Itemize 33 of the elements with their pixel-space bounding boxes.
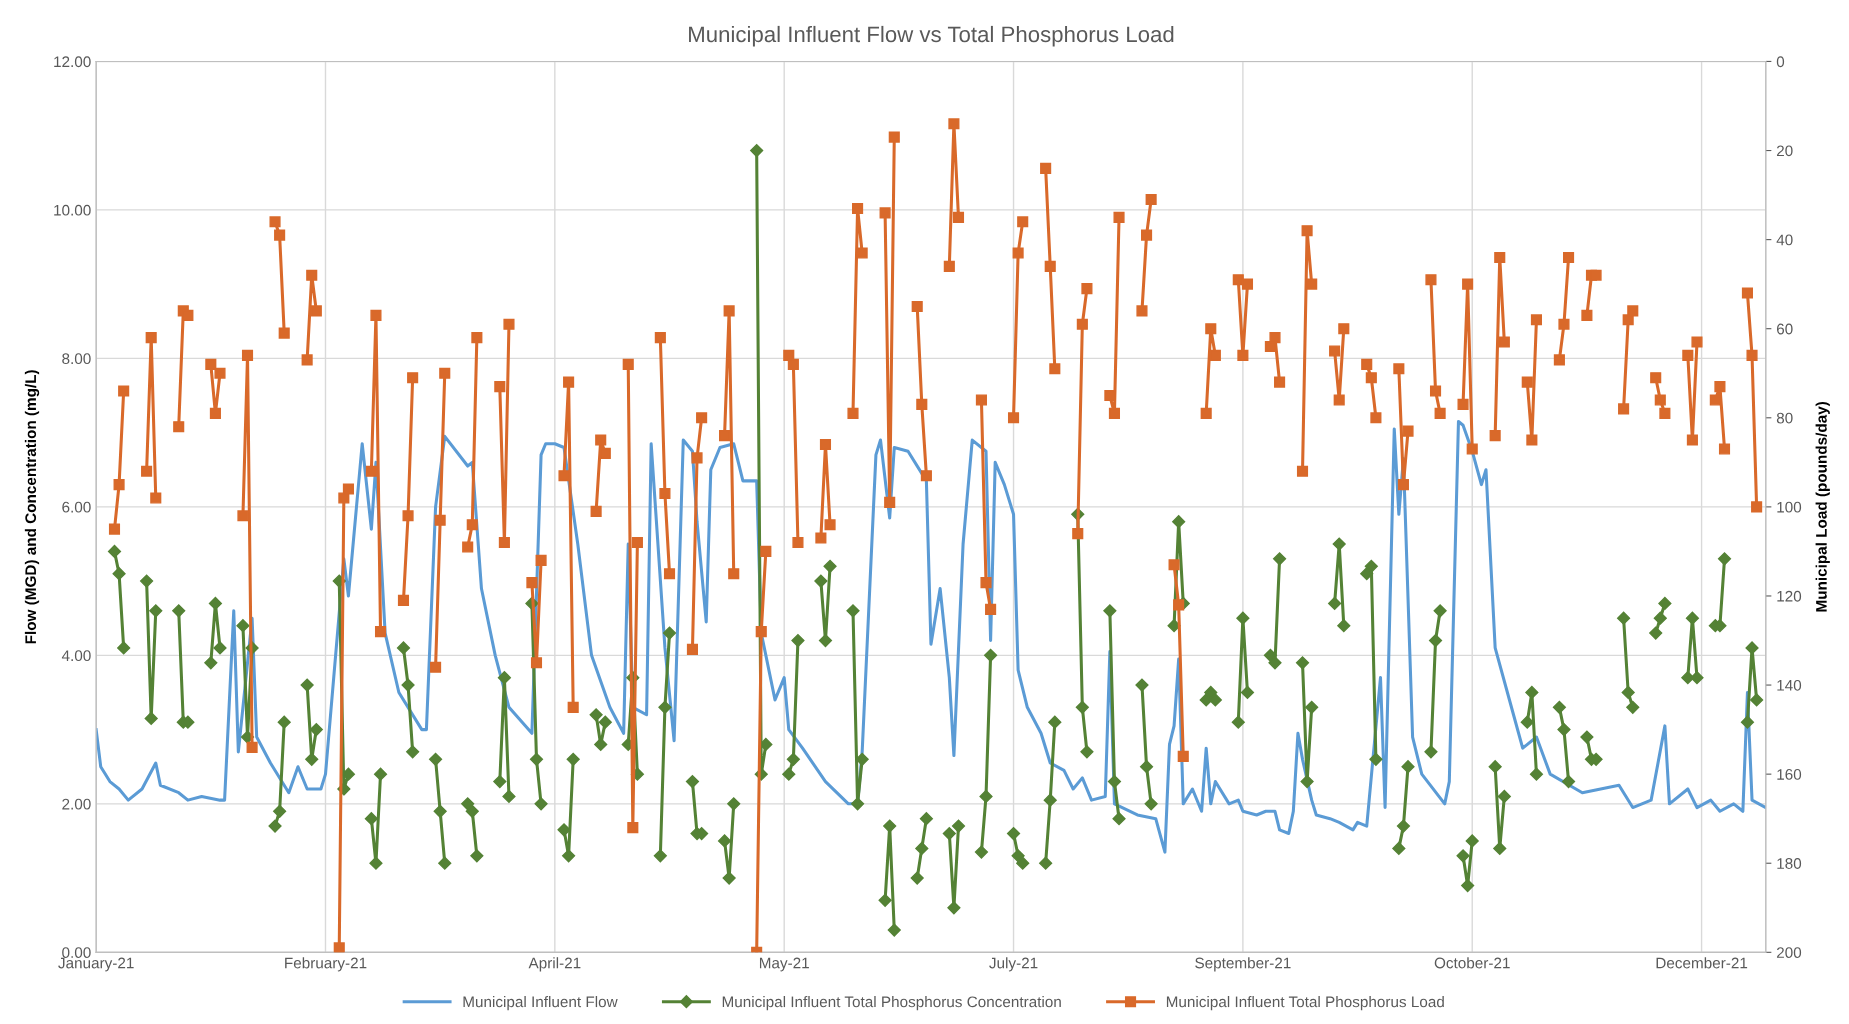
y2-tick-label: 40 xyxy=(1776,234,1793,246)
y2-tick-label: 120 xyxy=(1777,590,1802,602)
x-tick-label: May-21 xyxy=(759,957,809,972)
x-tick-label: September-21 xyxy=(1195,957,1291,972)
legend-label: Municipal Influent Total Phosphorus Load xyxy=(1166,996,1444,1011)
y2-tick-label: 60 xyxy=(1776,323,1793,335)
y2-axis-title: Municipal Load (pounds/day) xyxy=(1815,401,1830,612)
y2-tick-label: 160 xyxy=(1777,769,1802,780)
x-tick-label: October-21 xyxy=(1434,957,1510,969)
y2-tick-label: 80 xyxy=(1776,412,1793,424)
x-tick-label: July-21 xyxy=(989,957,1038,972)
y-tick-label: 12.00 xyxy=(54,56,91,68)
y-tick-label: 10.00 xyxy=(54,204,91,216)
x-tick-label: February-21 xyxy=(285,957,367,972)
y-tick-label: 8.00 xyxy=(62,353,91,365)
x-tick-label: April-21 xyxy=(528,957,581,972)
y2-tick-label: 180 xyxy=(1777,858,1802,869)
x-tick-label: January-21 xyxy=(58,957,134,972)
x-tick-label: December-21 xyxy=(1656,957,1748,969)
y2-tick-label: 100 xyxy=(1777,501,1802,513)
y-tick-label: 0.00 xyxy=(62,947,91,959)
y2-tick-label: 0 xyxy=(1776,56,1785,68)
y-axis-title: Flow (MGD) and Concentration (mg/L) xyxy=(24,370,40,644)
y-tick-label: 2.00 xyxy=(62,798,91,810)
y-tick-label: 6.00 xyxy=(62,501,91,513)
y2-tick-label: 20 xyxy=(1776,145,1793,157)
y2-tick-label: 140 xyxy=(1777,679,1802,691)
legend-label: Municipal Influent Flow xyxy=(463,996,618,1011)
chart-title: Municipal Influent Flow vs Total Phosphorus Load xyxy=(689,25,1174,47)
line-series xyxy=(96,419,1766,854)
y2-tick-label: 200 xyxy=(1776,947,1802,959)
y-tick-label: 4.00 xyxy=(61,650,91,662)
legend-label: Municipal Influent Total Phosphorus Concentration xyxy=(722,996,1061,1011)
